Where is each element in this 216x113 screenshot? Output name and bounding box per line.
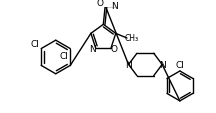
- Text: N: N: [111, 2, 118, 11]
- Text: O: O: [96, 0, 103, 8]
- Text: Cl: Cl: [59, 51, 68, 60]
- Text: Cl: Cl: [175, 60, 184, 69]
- Text: CH₃: CH₃: [125, 33, 139, 42]
- Text: N: N: [125, 60, 132, 69]
- Text: N: N: [159, 60, 165, 69]
- Text: O: O: [110, 45, 117, 54]
- Text: N: N: [89, 45, 96, 54]
- Text: Cl: Cl: [30, 40, 39, 49]
